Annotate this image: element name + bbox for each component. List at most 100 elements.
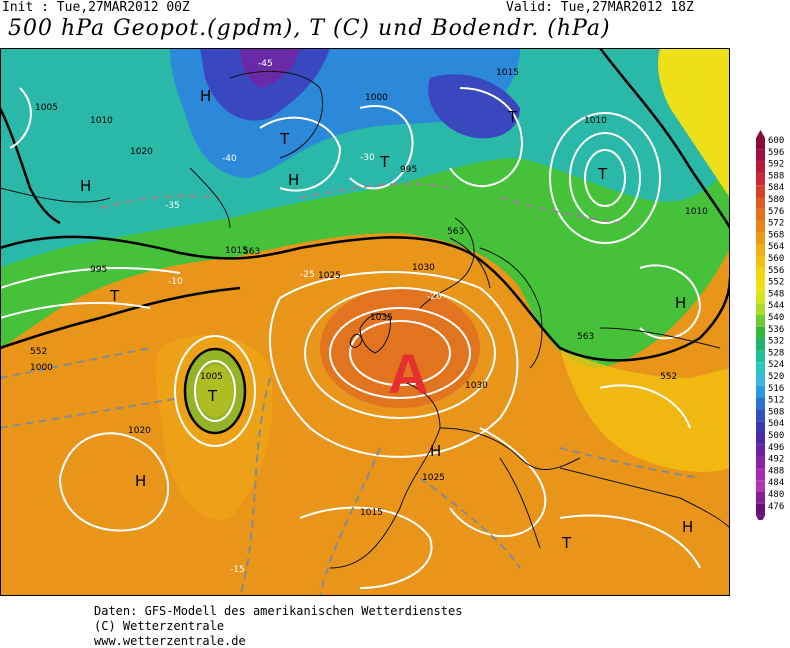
colorbar-label: 520: [768, 372, 784, 382]
colorbar-label: 488: [768, 466, 784, 476]
pressure-label: 1005: [35, 103, 58, 113]
colorbar-swatch: [756, 444, 765, 457]
footer-website: www.wetterzentrale.de: [94, 634, 246, 648]
pressure-system: H: [430, 442, 441, 460]
valid-time: Valid: Tue,27MAR2012 18Z: [506, 0, 694, 15]
colorbar-label: 556: [768, 266, 784, 276]
init-time: Init : Tue,27MAR2012 00Z: [2, 0, 190, 15]
colorbar-label: 528: [768, 348, 784, 358]
footer-copyright: (C) Wetterzentrale: [94, 619, 225, 633]
colorbar-label: 572: [768, 219, 784, 229]
pressure-label: 1015: [496, 68, 519, 78]
purple-core: [240, 48, 300, 88]
pressure-system: T: [109, 287, 120, 305]
map-frame: [0, 48, 730, 596]
colorbar-swatch: [756, 397, 765, 410]
colorbar-label: 476: [768, 502, 784, 512]
temp-label: -35: [165, 201, 180, 211]
pressure-label: 1020: [128, 426, 151, 436]
colorbar-label: 504: [768, 419, 784, 429]
pressure-system: T: [597, 165, 608, 183]
colorbar-label: 496: [768, 443, 784, 453]
pressure-system: T: [507, 108, 518, 126]
colorbar-label: 516: [768, 384, 784, 394]
colorbar-swatch: [756, 492, 765, 504]
pressure-label: 1000: [30, 363, 53, 373]
colorbar-swatch: [756, 409, 765, 422]
colorbar-swatch: [756, 161, 765, 174]
colorbar-swatch: [756, 303, 765, 315]
colorbar-label: 524: [768, 360, 784, 370]
colorbar-label: 584: [768, 183, 784, 193]
pressure-system: T: [207, 387, 218, 405]
pressure-label: 1030: [412, 263, 435, 273]
colorbar-label: 596: [768, 148, 784, 158]
pressure-system: H: [682, 518, 693, 536]
colorbar-swatch: [756, 421, 765, 433]
annotation-letter: A: [388, 342, 428, 405]
colorbar-label: 564: [768, 242, 784, 252]
colorbar-label: 544: [768, 301, 784, 311]
isobars: [0, 87, 702, 589]
colorbar-label: 592: [768, 160, 784, 170]
pressure-system: T: [279, 130, 290, 148]
pressure-label: 995: [400, 165, 417, 175]
height-label: 563: [243, 247, 260, 257]
colorbar-swatch: [756, 338, 765, 351]
pressure-system: H: [288, 171, 299, 189]
temp-label: -30: [360, 153, 375, 163]
pressure-label: 995: [90, 265, 107, 275]
colorbar-swatch: [756, 232, 765, 245]
pressure-system: T: [379, 153, 390, 171]
high-core: [320, 288, 480, 408]
colorbar-swatch: [756, 267, 765, 280]
colorbar-label: 536: [768, 325, 784, 335]
temp-label: -15: [230, 565, 245, 575]
temperature-labels: -45 -40 -35 -30 -25 -20 -15 -10: [165, 59, 442, 575]
colorbar-swatch: [756, 138, 765, 150]
pressure-label: 1030: [465, 381, 488, 391]
deep-blue-cell: [428, 74, 520, 139]
pressure-label: 1025: [422, 473, 445, 483]
temperature-lines: [0, 182, 701, 596]
color-scale-bar: 6005965925885845805765725685645605565525…: [756, 130, 784, 520]
colorbar-label: 540: [768, 313, 784, 323]
temp-label: -10: [168, 277, 183, 287]
colorbar-arrow-bottom: [756, 515, 765, 520]
contour-nw: [0, 107, 61, 225]
pressure-label: 1000: [365, 93, 388, 103]
temp-label: -45: [258, 59, 273, 69]
colorbar-swatch: [756, 326, 765, 339]
yellow-ne: [658, 48, 730, 198]
colorbar-label: 576: [768, 207, 784, 217]
temp-label: -25: [300, 270, 315, 280]
chart-title: 500 hPa Geopot.(gpdm), T (C) und Bodendr…: [8, 16, 611, 41]
pressure-labels: 1015 1010 1005 1000 995 1035 1030 1025 1…: [30, 68, 708, 518]
colorbar-label: 508: [768, 407, 784, 417]
colorbar-swatch: [756, 456, 765, 469]
pressure-system: T: [561, 534, 572, 552]
pressure-label: 1015: [360, 508, 383, 518]
pressure-label: 1010: [90, 116, 113, 126]
colorbar-label: 500: [768, 431, 784, 441]
coastlines: [0, 70, 730, 569]
colorbar-swatch: [756, 220, 765, 233]
pressure-system: H: [200, 87, 211, 105]
colorbar-swatch: [756, 185, 765, 197]
colorbar-label: 600: [768, 136, 784, 146]
colorbar-label: 548: [768, 289, 784, 299]
colorbar-label: 580: [768, 195, 784, 205]
colorbar-swatch: [756, 244, 765, 256]
colorbar-swatch: [756, 503, 765, 516]
colorbar-label: 480: [768, 490, 784, 500]
colorbar-swatch: [756, 480, 765, 492]
colorbar-swatch: [756, 433, 765, 445]
colorbar-swatch: [756, 385, 765, 398]
yellow-east: [560, 348, 730, 472]
pressure-label: 1005: [200, 372, 223, 382]
pressure-system: H: [135, 472, 146, 490]
footer-data-source: Daten: GFS-Modell des amerikanischen Wet…: [94, 604, 463, 618]
colorbar-swatch: [756, 256, 765, 268]
colorbar-label: 588: [768, 171, 784, 181]
